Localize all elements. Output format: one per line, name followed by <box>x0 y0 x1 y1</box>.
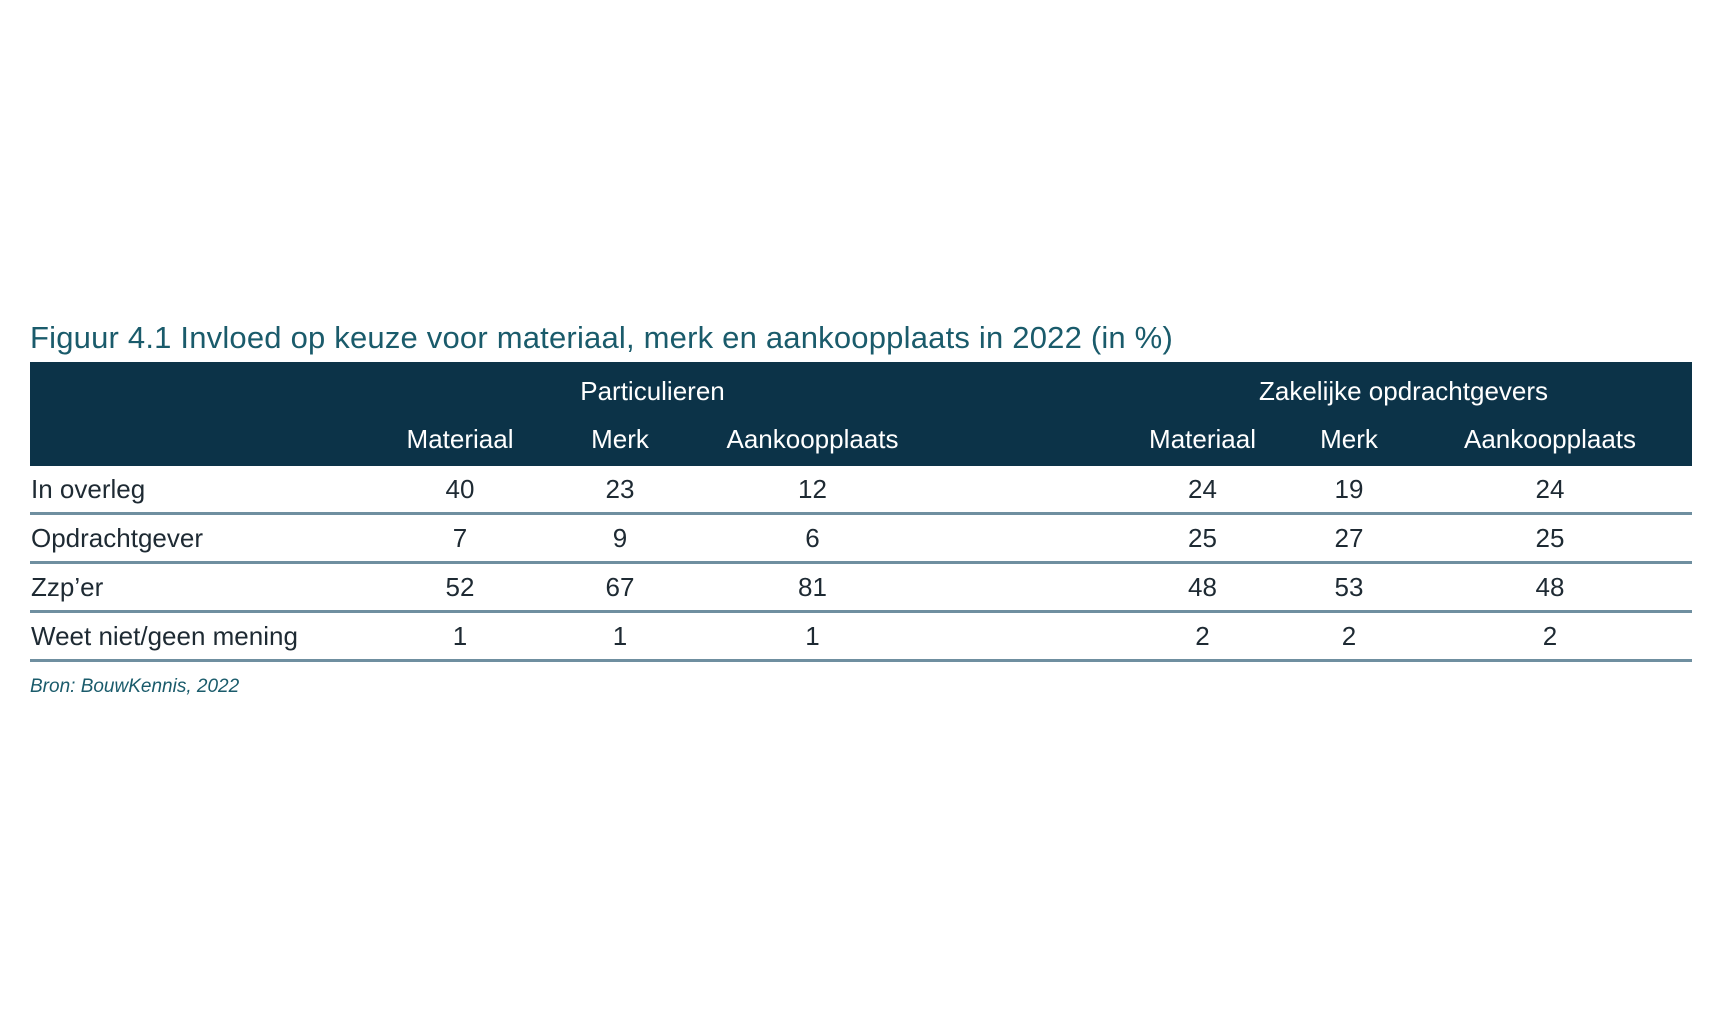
table-row: Weet niet/geen mening 1 1 1 2 2 2 <box>30 611 1693 662</box>
table-cell: 48 <box>1115 562 1290 613</box>
table-row: In overleg 40 23 12 24 19 24 <box>30 466 1693 515</box>
group-header-particulieren: Particulieren <box>360 362 945 416</box>
figure-title: Figuur 4.1 Invloed op keuze voor materia… <box>30 320 1173 355</box>
table-cell: 67 <box>560 562 680 613</box>
col-header-merk: Merk <box>1290 416 1408 466</box>
table-cell: 27 <box>1290 513 1408 564</box>
table-cell: 23 <box>560 466 680 515</box>
col-header-materiaal: Materiaal <box>1115 416 1290 466</box>
table-cell: 1 <box>560 611 680 662</box>
table-cell: 25 <box>1408 513 1693 564</box>
table-cell: 12 <box>680 466 945 515</box>
row-label: Opdrachtgever <box>30 513 360 564</box>
group-gap <box>945 562 1115 613</box>
table-cell: 53 <box>1290 562 1408 613</box>
group-gap <box>945 513 1115 564</box>
table-row: Opdrachtgever 7 9 6 25 27 25 <box>30 513 1693 564</box>
table-cell: 2 <box>1115 611 1290 662</box>
column-header-row: Materiaal Merk Aankoopplaats Materiaal M… <box>30 416 1693 466</box>
table-cell: 1 <box>680 611 945 662</box>
col-header-materiaal: Materiaal <box>360 416 560 466</box>
table-cell: 1 <box>360 611 560 662</box>
table-cell: 2 <box>1290 611 1408 662</box>
table-cell: 6 <box>680 513 945 564</box>
table-cell: 48 <box>1408 562 1693 613</box>
table-cell: 40 <box>360 466 560 515</box>
row-label: Weet niet/geen mening <box>30 611 360 662</box>
col-header-merk: Merk <box>560 416 680 466</box>
table-cell: 81 <box>680 562 945 613</box>
source-note: Bron: BouwKennis, 2022 <box>30 676 240 697</box>
col-header-aankoopplaats: Aankoopplaats <box>1408 416 1693 466</box>
group-header-zakelijke: Zakelijke opdrachtgevers <box>1115 362 1693 416</box>
group-gap <box>945 611 1115 662</box>
figure: Figuur 4.1 Invloed op keuze voor materia… <box>30 318 1693 698</box>
table-row: Zzp’er 52 67 81 48 53 48 <box>30 562 1693 613</box>
row-label: In overleg <box>30 466 360 515</box>
data-table: Particulieren Zakelijke opdrachtgevers M… <box>30 362 1693 662</box>
group-gap <box>945 466 1115 515</box>
table-cell: 24 <box>1115 466 1290 515</box>
table-cell: 25 <box>1115 513 1290 564</box>
table-cell: 2 <box>1408 611 1693 662</box>
group-gap <box>945 362 1115 416</box>
table-cell: 52 <box>360 562 560 613</box>
empty-corner <box>30 362 360 416</box>
table-cell: 7 <box>360 513 560 564</box>
group-header-row: Particulieren Zakelijke opdrachtgevers <box>30 362 1693 416</box>
col-header-aankoopplaats: Aankoopplaats <box>680 416 945 466</box>
table-cell: 19 <box>1290 466 1408 515</box>
table-cell: 9 <box>560 513 680 564</box>
table-cell: 24 <box>1408 466 1693 515</box>
empty-corner <box>30 416 360 466</box>
group-gap <box>945 416 1115 466</box>
row-label: Zzp’er <box>30 562 360 613</box>
